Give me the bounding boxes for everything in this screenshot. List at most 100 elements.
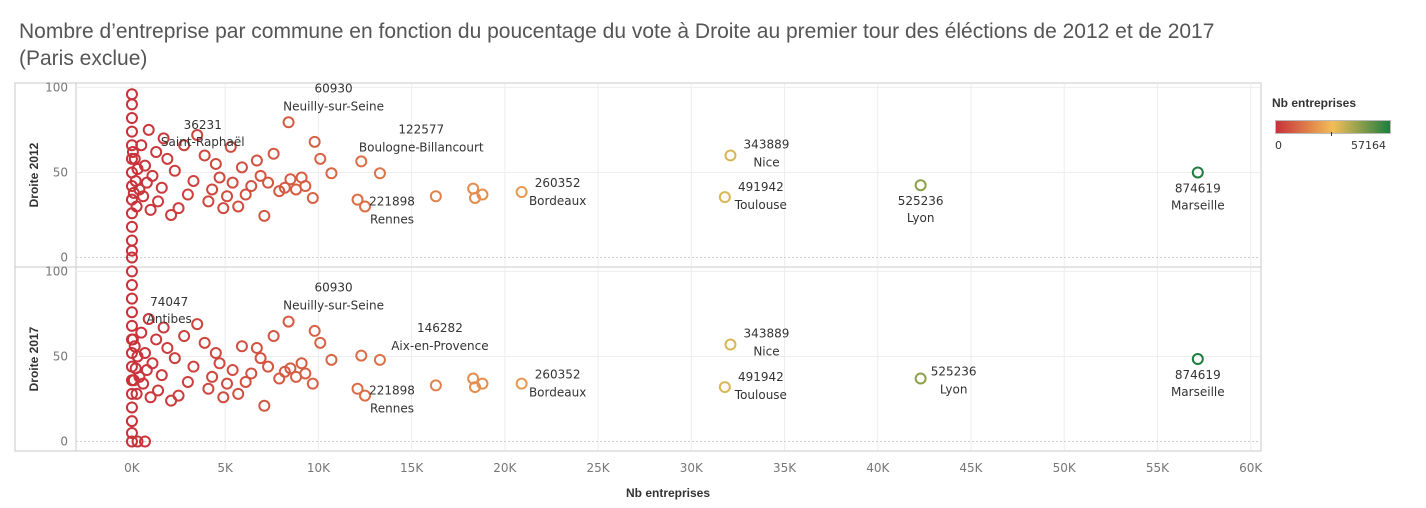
data-point xyxy=(206,183,219,196)
point-city-label: Marseille xyxy=(1171,385,1225,399)
point-value-label: 260352 xyxy=(535,176,581,190)
x-tick-label: 60K xyxy=(1239,461,1263,475)
x-tick-label: 20K xyxy=(493,461,517,475)
data-point xyxy=(191,318,204,331)
data-point xyxy=(284,362,297,375)
data-point xyxy=(217,202,230,215)
data-point xyxy=(125,265,138,278)
data-point xyxy=(250,341,263,354)
point-city-label: Nice xyxy=(753,345,779,359)
data-point xyxy=(355,155,368,168)
data-point xyxy=(250,154,263,167)
data-point xyxy=(165,208,178,221)
data-point xyxy=(267,330,280,343)
data-point xyxy=(724,149,737,162)
data-point xyxy=(221,190,234,203)
data-point xyxy=(172,389,185,402)
data-point xyxy=(239,375,252,388)
data-point xyxy=(140,364,153,377)
data-point xyxy=(284,173,297,186)
data-point xyxy=(131,163,144,176)
data-point xyxy=(133,183,146,196)
data-point xyxy=(213,171,226,184)
x-tick-label: 15K xyxy=(400,461,424,475)
data-point xyxy=(914,179,927,192)
data-point xyxy=(235,340,248,353)
x-tick-label: 55K xyxy=(1146,461,1170,475)
x-tick-label: 0K xyxy=(124,461,141,475)
point-value-label: 221898 xyxy=(369,194,415,208)
data-point xyxy=(198,336,211,349)
x-tick-label: 30K xyxy=(680,461,704,475)
data-point xyxy=(140,176,153,189)
data-point xyxy=(299,367,312,380)
data-point xyxy=(202,195,215,208)
data-point xyxy=(278,181,291,194)
legend-mid-tick xyxy=(1331,132,1332,136)
point-value-label: 874619 xyxy=(1175,181,1221,195)
data-point xyxy=(150,146,163,159)
data-point xyxy=(209,157,222,170)
data-point xyxy=(142,123,155,136)
data-point xyxy=(515,186,528,199)
data-point xyxy=(226,364,239,377)
data-point xyxy=(126,146,139,159)
data-point xyxy=(221,377,234,390)
data-point xyxy=(146,357,159,370)
data-point xyxy=(213,357,226,370)
data-point xyxy=(152,195,165,208)
point-city-label: Bordeaux xyxy=(529,194,586,208)
data-point xyxy=(125,426,138,439)
data-point xyxy=(125,435,138,448)
data-point xyxy=(125,415,138,428)
data-point xyxy=(295,357,308,370)
point-value-label: 36231 xyxy=(184,118,222,132)
point-city-label: Saint-Raphaël xyxy=(161,135,245,149)
data-point xyxy=(724,338,737,351)
data-point xyxy=(161,152,174,165)
data-point xyxy=(359,200,372,213)
data-point xyxy=(125,319,138,332)
color-legend: Nb entreprises 0 57164 xyxy=(1272,96,1402,152)
data-point xyxy=(245,180,258,193)
data-point xyxy=(245,367,258,380)
data-point xyxy=(178,330,191,343)
x-axis-title: Nb entreprises xyxy=(626,486,710,500)
data-point xyxy=(351,193,364,206)
point-value-label: 221898 xyxy=(369,384,415,398)
data-point xyxy=(373,353,386,366)
point-city-label: Boulogne-Billancourt xyxy=(359,140,484,154)
data-point xyxy=(130,200,143,213)
point-city-label: Rennes xyxy=(370,402,414,416)
data-point xyxy=(135,139,148,152)
data-point xyxy=(262,360,275,373)
point-value-label: 525236 xyxy=(931,365,977,379)
point-city-label: Rennes xyxy=(370,212,414,226)
y-tick-label: 0 xyxy=(60,250,68,264)
data-point xyxy=(137,377,150,390)
data-point xyxy=(198,149,211,162)
data-point xyxy=(467,182,480,195)
data-point xyxy=(155,181,168,194)
data-point xyxy=(239,188,252,201)
data-point xyxy=(146,169,159,182)
data-point xyxy=(181,375,194,388)
data-point xyxy=(232,387,245,400)
y-tick-label: 100 xyxy=(45,80,68,94)
data-point xyxy=(306,191,319,204)
data-point xyxy=(226,176,239,189)
data-point xyxy=(150,333,163,346)
point-value-label: 491942 xyxy=(738,180,784,194)
data-point xyxy=(125,98,138,111)
data-point xyxy=(308,135,321,148)
x-tick-label: 50K xyxy=(1053,461,1077,475)
data-point xyxy=(373,167,386,180)
y-tick-label: 0 xyxy=(60,434,68,448)
legend-max-label: 57164 xyxy=(1351,139,1386,152)
point-city-label: Toulouse xyxy=(734,198,787,212)
data-point xyxy=(254,352,267,365)
point-city-label: Nice xyxy=(753,155,779,169)
data-point xyxy=(209,347,222,360)
data-point xyxy=(299,180,312,193)
panel-2: 0 50 100 Droite 2017 874619 Marseille 525236 Ly… xyxy=(27,264,1260,450)
